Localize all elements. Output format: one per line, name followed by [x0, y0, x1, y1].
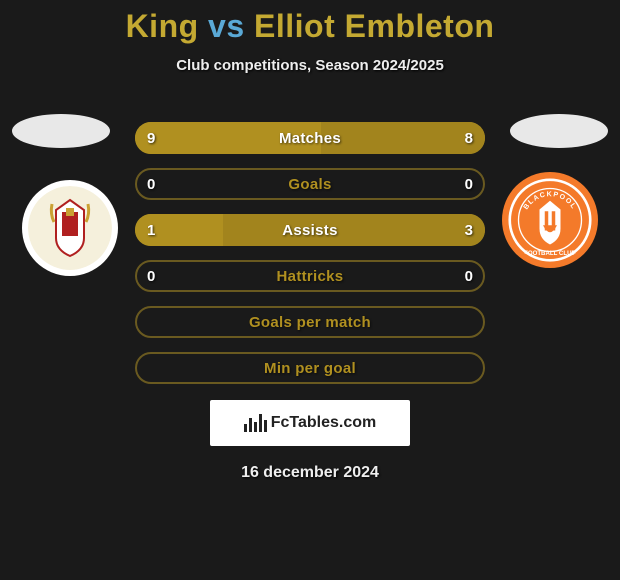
- stat-fill-right: [223, 214, 486, 246]
- stat-row: 0 0 Goals: [135, 168, 485, 200]
- attribution-badge: FcTables.com: [210, 400, 410, 446]
- chart-icon: [244, 414, 267, 432]
- comparison-title: King vs Elliot Embleton: [0, 0, 620, 45]
- stat-label: Min per goal: [264, 360, 356, 377]
- stat-value-left: 0: [147, 176, 155, 193]
- stat-row: Min per goal: [135, 352, 485, 384]
- player2-name: Elliot Embleton: [254, 8, 494, 44]
- stat-row: 0 0 Hattricks: [135, 260, 485, 292]
- player1-photo-placeholder: [12, 114, 110, 148]
- player1-name: King: [126, 8, 199, 44]
- crest-left-inner: [28, 186, 112, 270]
- crest-right-inner: BLACKPOOL FOOTBALL CLUB: [508, 178, 592, 262]
- stat-label: Assists: [282, 222, 337, 239]
- stat-value-left: 9: [147, 130, 155, 147]
- club-crest-right: BLACKPOOL FOOTBALL CLUB: [502, 172, 598, 268]
- vs-text: vs: [199, 8, 254, 44]
- stat-value-left: 0: [147, 268, 155, 285]
- attribution-text: FcTables.com: [271, 414, 377, 432]
- stat-label: Goals: [288, 176, 331, 193]
- stat-row: 1 3 Assists: [135, 214, 485, 246]
- stat-label: Matches: [279, 130, 341, 147]
- club-crest-left: [22, 180, 118, 276]
- stat-value-right: 8: [465, 130, 473, 147]
- stat-fill-right: [321, 122, 486, 154]
- crest-right-svg: BLACKPOOL FOOTBALL CLUB: [508, 178, 592, 262]
- stat-value-right: 0: [465, 268, 473, 285]
- stat-row: Goals per match: [135, 306, 485, 338]
- svg-text:FOOTBALL CLUB: FOOTBALL CLUB: [524, 250, 576, 257]
- stat-row: 9 8 Matches: [135, 122, 485, 154]
- stat-label: Goals per match: [249, 314, 371, 331]
- stat-label: Hattricks: [277, 268, 344, 285]
- crest-left-svg: [28, 186, 112, 270]
- subtitle: Club competitions, Season 2024/2025: [0, 57, 620, 74]
- stats-container: 9 8 Matches 0 0 Goals 1 3 Assists 0 0 Hattricks Goal…: [135, 122, 485, 384]
- player2-photo-placeholder: [510, 114, 608, 148]
- stat-value-left: 1: [147, 222, 155, 239]
- date-text: 16 december 2024: [0, 464, 620, 482]
- stat-value-right: 3: [465, 222, 473, 239]
- comparison-content: BLACKPOOL FOOTBALL CLUB 9 8 Matches 0 0 Goals…: [0, 122, 620, 482]
- stat-value-right: 0: [465, 176, 473, 193]
